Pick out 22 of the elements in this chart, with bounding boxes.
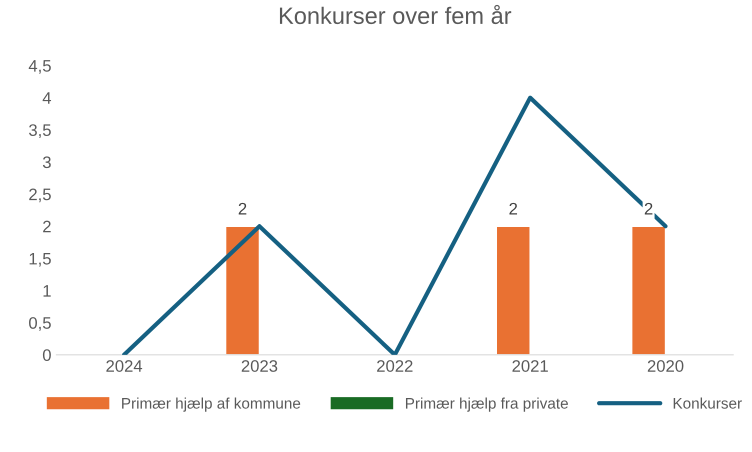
- legend-label: Primær hjælp af kommune: [122, 398, 300, 412]
- x-tick-label: 2021: [512, 360, 548, 372]
- data-label: 2: [238, 202, 246, 214]
- y-tick-label: 1,5: [30, 252, 51, 267]
- x-tick-label: 2020: [648, 360, 684, 372]
- x-tick-label: 2023: [242, 360, 278, 372]
- y-tick-label: 0,5: [29, 317, 51, 331]
- data-label: 2: [644, 202, 652, 214]
- x-tick-label: 2024: [106, 360, 142, 372]
- x-tick-label: 2022: [377, 360, 413, 372]
- y-tick-label: 1: [44, 285, 51, 297]
- y-tick-label: 2: [43, 220, 51, 232]
- chart-title: Konkurser over fem år: [280, 4, 512, 24]
- y-tick-label: 3,5: [29, 124, 51, 138]
- y-tick-label: 0: [42, 349, 51, 362]
- y-tick-label: 2,5: [29, 188, 51, 202]
- legend-label: Konkurser: [674, 398, 742, 409]
- data-label: 2: [509, 202, 518, 214]
- legend-label: Primær hjælp fra private: [406, 398, 568, 412]
- y-tick-label: 4,5: [28, 60, 51, 74]
- y-tick-label: 4: [42, 92, 52, 104]
- y-tick-label: 3: [42, 156, 51, 168]
